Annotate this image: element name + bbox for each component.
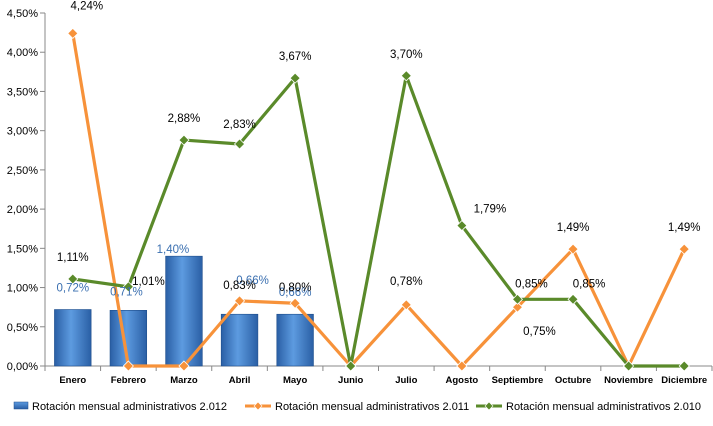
x-tick-label: Noviembre (604, 375, 653, 386)
y-tick-label: 4,50% (7, 8, 38, 20)
legend-item: Rotación mensual administrativos 2.012 (13, 401, 227, 413)
series-point (567, 293, 579, 305)
data-label: 0,75% (523, 326, 556, 338)
legend: Rotación mensual administrativos 2.012 Ro… (13, 401, 701, 413)
bar (276, 313, 314, 367)
x-tick-label: Julio (395, 375, 417, 386)
series-point (233, 295, 246, 307)
y-tick-label: 0,50% (7, 322, 38, 334)
legend-swatch-bar (13, 401, 29, 410)
data-label: 0,85% (573, 278, 606, 290)
x-tick-label: Octubre (555, 375, 591, 386)
series-point (623, 360, 635, 372)
series-point (400, 70, 412, 82)
x-tick-label: Diciembre (661, 375, 707, 386)
bar (54, 309, 92, 367)
line-series (67, 27, 690, 372)
legend-label: Rotación mensual administrativos 2.010 (506, 401, 701, 413)
series-point (456, 220, 468, 232)
bar (165, 255, 203, 367)
series-point (345, 360, 357, 372)
series-point (456, 360, 468, 372)
x-tick-label: Marzo (170, 375, 198, 386)
data-label: 1,40% (157, 244, 190, 256)
legend-swatch-marker (484, 401, 494, 411)
series-point (678, 360, 690, 372)
x-tick-label: Agosto (446, 375, 479, 386)
series-point (178, 134, 190, 146)
data-label: 0,85% (515, 278, 548, 290)
series-point (178, 360, 190, 372)
data-label: 3,67% (279, 51, 312, 63)
series-point (122, 281, 134, 293)
legend-swatch-marker (253, 401, 263, 411)
y-tick-label: 3,50% (7, 86, 38, 98)
data-label: 0,72% (56, 283, 89, 295)
data-label: 0,78% (390, 276, 423, 288)
y-tick-label: 4,00% (7, 47, 38, 59)
series-point (289, 297, 301, 309)
series-point (67, 273, 79, 285)
data-label: 1,49% (668, 222, 701, 234)
data-labels: 0,72% 0,71% 1,40% 0,66% 0,66% 4,24% 0,83% 0,80%… (56, 0, 700, 338)
legend-item: Rotación mensual administrativos 2.011 (245, 401, 469, 413)
series-line (71, 33, 686, 368)
y-tick-label: 3,00% (7, 126, 38, 138)
x-tick-label: Abril (229, 375, 251, 386)
x-tick-label: Mayo (283, 375, 307, 386)
data-label: 1,49% (557, 222, 590, 234)
series-point (567, 243, 579, 255)
data-label: 1,79% (474, 204, 507, 216)
series-line (72, 74, 685, 368)
series-point (289, 72, 301, 84)
series-point (233, 138, 246, 150)
y-tick-label: 0,00% (7, 361, 38, 373)
x-tick-label: Junio (338, 375, 364, 386)
data-label: 1,11% (57, 252, 89, 264)
y-tick-label: 2,50% (7, 165, 38, 177)
data-label: 0,71% (110, 286, 143, 298)
bar (220, 313, 259, 367)
x-tick-label: Enero (59, 375, 86, 386)
data-label: 2,88% (168, 113, 201, 125)
axes: 0,00% 0,50% 1,00% 1,50% 2,00% 2,50% 3,00% 3,50%… (7, 8, 713, 386)
data-label: 0,66% (236, 275, 269, 287)
series-point (511, 293, 524, 305)
data-label: 4,24% (70, 0, 103, 12)
y-tick-label: 1,00% (7, 283, 38, 295)
x-tick-label: Febrero (111, 375, 147, 386)
data-label: 0,83% (223, 280, 256, 292)
data-label: 1,01% (132, 276, 165, 288)
data-label: 2,83% (223, 119, 256, 131)
series-point (67, 27, 79, 39)
series-point (511, 301, 524, 313)
series-point (122, 360, 134, 372)
legend-item: Rotación mensual administrativos 2.010 (476, 401, 701, 413)
series-point (678, 243, 690, 255)
data-label: 0,66% (279, 287, 312, 299)
bar-series (54, 255, 314, 367)
y-tick-label: 1,50% (7, 243, 38, 255)
data-label: 0,80% (279, 282, 312, 294)
series-point (400, 299, 412, 311)
x-tick-label: Septiembre (492, 375, 544, 386)
data-label: 3,70% (390, 49, 423, 61)
y-tick-label: 2,00% (7, 204, 38, 216)
legend-label: Rotación mensual administrativos 2.011 (275, 401, 469, 413)
legend-label: Rotación mensual administrativos 2.012 (32, 401, 227, 413)
